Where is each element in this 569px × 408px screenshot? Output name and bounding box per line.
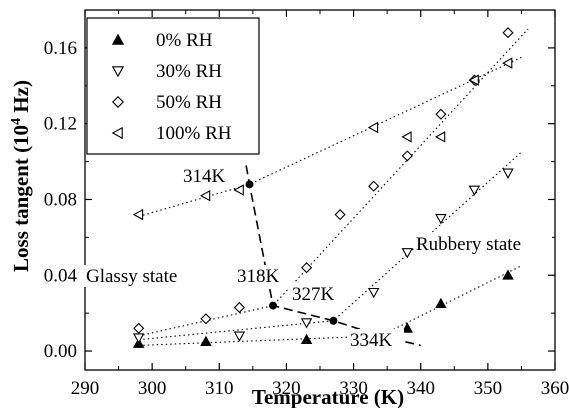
data-point-series-1 <box>502 168 514 179</box>
data-point-series-2 <box>401 150 413 162</box>
transition-point <box>245 180 254 189</box>
y-tick-label: 0.16 <box>44 38 77 59</box>
x-tick-label: 310 <box>205 378 234 399</box>
transition-point <box>329 316 338 325</box>
data-point-series-3 <box>502 57 513 69</box>
fit-lines <box>138 28 529 346</box>
data-point-series-1 <box>300 318 313 329</box>
legend-label: 0% RH <box>156 30 213 51</box>
legend-label: 30% RH <box>156 61 222 82</box>
data-point-series-0 <box>502 269 514 280</box>
data-point-series-1 <box>468 185 481 196</box>
data-point-series-1 <box>367 287 380 299</box>
data-point-series-1 <box>435 214 447 225</box>
label-334k: 334K <box>350 330 393 351</box>
legend-label: 50% RH <box>156 92 222 113</box>
data-point-series-3 <box>367 121 379 134</box>
label-314k-bg <box>182 165 236 187</box>
data-point-series-2 <box>200 313 212 325</box>
x-tick-label: 320 <box>272 378 301 399</box>
label-318k: 318K <box>237 266 280 287</box>
y-tick-labels: 0.00 0.04 0.08 0.12 0.16 <box>44 38 78 362</box>
data-point-series-2 <box>233 301 245 314</box>
x-tick-label: 350 <box>474 378 503 399</box>
legend-marker <box>111 126 123 140</box>
glassy-state-bg <box>84 265 234 287</box>
legend-marker <box>111 33 125 45</box>
x-tick-label: 300 <box>138 378 167 399</box>
data-point-series-2 <box>368 180 380 192</box>
y-tick-label: 0.12 <box>44 114 77 135</box>
y-axis-title-tail: Hz) <box>9 80 33 118</box>
label-327k: 327K <box>292 284 335 305</box>
legend-marker <box>112 96 124 108</box>
annotations: 314K 318K 327K 334K Glassy state Rubbery… <box>84 165 552 351</box>
data-point-series-2 <box>133 322 145 334</box>
x-tick-label: 290 <box>71 378 100 399</box>
label-318k-bg <box>236 265 290 287</box>
data-point-series-3 <box>199 189 211 202</box>
rubbery-state-bg <box>414 233 552 255</box>
data-point-series-1 <box>233 331 246 342</box>
data-point-series-1 <box>132 333 145 344</box>
axis-ticks <box>84 10 556 370</box>
legend: 0% RH 30% RH 50% RH 100% RH <box>86 17 260 155</box>
data-point-series-2 <box>435 108 447 120</box>
data-point-series-3 <box>132 208 144 221</box>
label-334k-bg <box>348 329 404 351</box>
data-point-series-3 <box>233 184 244 196</box>
legend-marker <box>111 66 125 78</box>
data-point-series-0 <box>200 335 212 346</box>
glassy-state-label: Glassy state <box>86 266 177 287</box>
data-point-series-3 <box>401 131 412 143</box>
y-tick-label: 0.00 <box>44 341 77 362</box>
rubbery-state-label: Rubbery state <box>416 234 521 255</box>
y-axis-title-sup: 4 <box>9 118 24 125</box>
fit-line <box>138 265 522 346</box>
y-tick-label: 0.04 <box>44 265 78 286</box>
y-axis-title: Loss tangent (104 Hz) <box>9 80 33 272</box>
data-point-series-2 <box>502 27 514 39</box>
x-tick-labels: 290 300 310 320 330 340 350 360 <box>71 378 569 399</box>
x-tick-label: 360 <box>541 378 569 399</box>
x-axis-title: Temperature (K) <box>252 385 404 408</box>
x-tick-label: 330 <box>339 378 368 399</box>
x-tick-label: 340 <box>406 378 435 399</box>
data-markers <box>132 27 514 348</box>
data-point-series-0 <box>401 322 414 333</box>
data-point-series-3 <box>434 131 446 143</box>
data-point-series-0 <box>435 297 447 309</box>
label-314k: 314K <box>183 166 226 187</box>
y-tick-label: 0.08 <box>44 189 77 210</box>
transition-point <box>269 301 277 310</box>
data-point-series-2 <box>301 262 313 274</box>
y-axis-title-main: Loss tangent (10 <box>9 125 33 272</box>
label-327k-bg <box>289 283 345 305</box>
data-point-series-2 <box>334 209 346 221</box>
legend-label: 100% RH <box>156 123 232 144</box>
data-point-series-0 <box>300 333 313 345</box>
data-point-series-1 <box>401 248 414 259</box>
fit-line <box>138 56 522 218</box>
fit-line <box>138 28 529 337</box>
data-point-series-3 <box>468 74 479 86</box>
